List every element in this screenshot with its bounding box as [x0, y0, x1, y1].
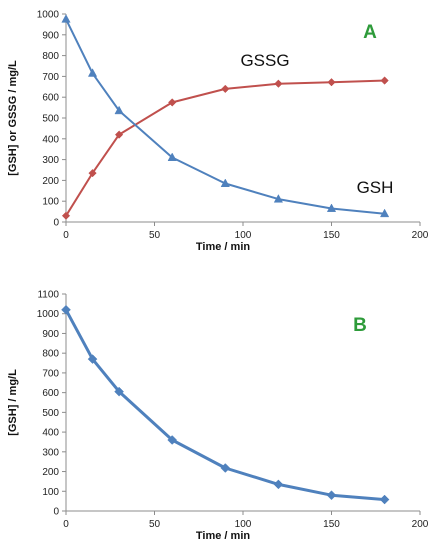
y-axis-title: [GSH] or GSSG / mg/L	[7, 60, 19, 176]
series-1-point	[220, 463, 231, 473]
y-tick-label: 0	[53, 218, 59, 229]
y-tick-label: 1000	[37, 10, 60, 21]
y-tick-label: 800	[42, 349, 59, 360]
series-1-point	[379, 494, 390, 505]
y-tick-label: 400	[42, 428, 59, 439]
gsh-point	[273, 194, 284, 203]
gssg-point	[221, 84, 230, 94]
gsh-series-label: GSH	[357, 178, 394, 197]
series-1-point	[61, 304, 71, 315]
series-1-point	[87, 354, 98, 364]
x-tick-label: 0	[63, 230, 69, 241]
y-tick-label: 500	[42, 114, 59, 125]
x-tick-label: 0	[63, 519, 69, 530]
y-tick-label: 300	[42, 155, 59, 166]
gsh-point	[167, 152, 177, 161]
gsh-point	[61, 14, 71, 23]
x-tick-label: 50	[149, 230, 161, 241]
gsh-line	[65, 18, 385, 215]
x-tick-label: 50	[149, 519, 161, 530]
series-1-point	[326, 490, 337, 501]
y-tick-label: 1100	[37, 290, 59, 301]
series-1-point	[273, 479, 284, 490]
x-axis-title: Time / min	[196, 241, 250, 253]
y-tick-label: 700	[42, 72, 59, 83]
x-tick-label: 100	[235, 230, 252, 241]
y-tick-label: 0	[53, 507, 59, 518]
gsh-point	[114, 105, 124, 115]
y-tick-label: 900	[42, 30, 59, 41]
y-tick-label: 400	[42, 134, 59, 145]
series-1-point	[114, 386, 124, 397]
gssg-point	[327, 78, 336, 87]
panel-label: A	[363, 22, 377, 43]
gssg-point	[88, 168, 97, 178]
y-tick-label: 700	[42, 368, 59, 379]
y-tick-label: 1000	[37, 309, 60, 320]
y-tick-label: 200	[42, 176, 59, 187]
series-1-line	[64, 309, 385, 502]
x-tick-label: 200	[412, 230, 429, 241]
y-tick-label: 300	[42, 447, 59, 458]
gssg-point	[114, 130, 124, 139]
gssg-series-label: GSSG	[240, 51, 289, 70]
chart-a: 0 100 200 300 400 500 600 700 800 900 1000 0 50 100 15…	[7, 10, 429, 254]
y-tick-label: 100	[42, 487, 59, 498]
x-tick-label: 150	[323, 230, 340, 241]
y-tick-label: 100	[42, 197, 59, 208]
y-tick-label: 800	[42, 51, 59, 62]
gssg-point	[168, 98, 177, 107]
gsh-point	[87, 68, 98, 77]
x-tick-label: 100	[235, 519, 252, 530]
panel-label: B	[353, 315, 367, 336]
gssg-point	[380, 76, 389, 85]
x-tick-label: 150	[323, 519, 340, 530]
series-1-point	[167, 435, 178, 445]
gssg-line	[65, 79, 385, 217]
gssg-point	[274, 79, 283, 88]
y-tick-label: 900	[42, 329, 59, 340]
y-tick-label: 200	[42, 467, 59, 478]
y-tick-label: 600	[42, 388, 59, 399]
gssg-point	[61, 211, 71, 220]
y-tick-label: 600	[42, 93, 59, 104]
gsh-point	[379, 208, 390, 218]
x-tick-label: 200	[412, 519, 429, 530]
chart-b: 0 100 200 300 400 500 600 700 800 900 1000 1100 0 50 1…	[7, 290, 429, 543]
gsh-point	[326, 203, 337, 212]
y-axis-title: [GSH] / mg/L	[7, 369, 19, 436]
y-tick-label: 500	[42, 408, 59, 419]
gsh-point	[220, 178, 230, 187]
x-axis-title: Time / min	[196, 530, 250, 542]
